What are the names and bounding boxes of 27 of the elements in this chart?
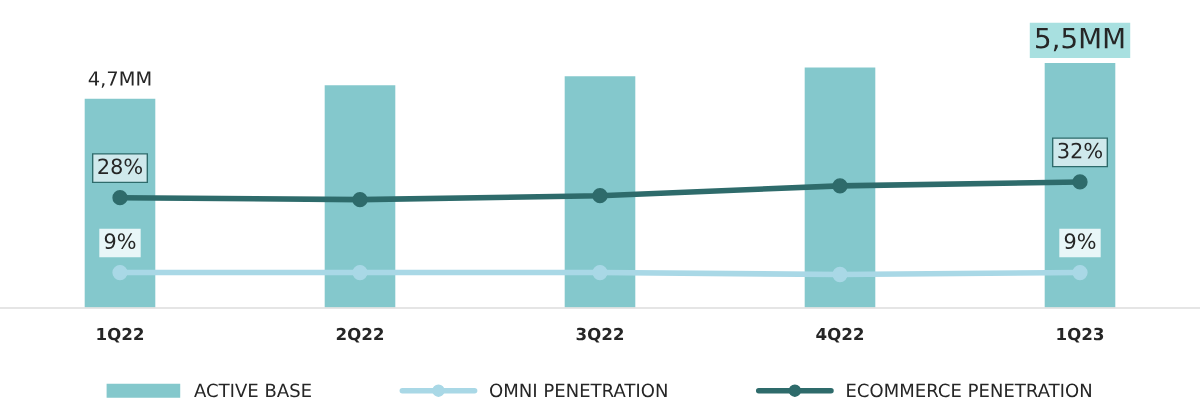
x-tick-label: 2Q22 bbox=[336, 327, 384, 343]
data-label: 9% bbox=[104, 233, 136, 250]
x-tick-label: 3Q22 bbox=[576, 327, 624, 343]
point bbox=[592, 264, 608, 281]
point bbox=[112, 264, 128, 281]
bar bbox=[563, 74, 637, 308]
x-tick-label: 4Q22 bbox=[816, 327, 864, 343]
data-label: 5,5MM bbox=[1036, 27, 1124, 52]
data-label: 9% bbox=[1064, 233, 1096, 250]
point bbox=[352, 264, 368, 281]
legend-label: OMNI PENETRATION bbox=[490, 383, 667, 398]
point bbox=[832, 178, 848, 194]
point bbox=[1072, 174, 1088, 190]
point bbox=[832, 266, 848, 283]
point bbox=[352, 192, 368, 208]
x-tick-label: 1Q23 bbox=[1057, 327, 1104, 343]
legend-label: ACTIVE BASE bbox=[194, 383, 311, 398]
bar bbox=[803, 66, 877, 308]
legend-label: ECOMMERCE PENETRATION bbox=[847, 383, 1091, 398]
point bbox=[592, 188, 608, 204]
data-label: 32% bbox=[1058, 142, 1102, 159]
bar bbox=[323, 83, 397, 308]
data-label: 4,7MM bbox=[88, 71, 151, 88]
data-label: 28% bbox=[98, 158, 142, 175]
x-tick-label: 1Q22 bbox=[97, 327, 144, 343]
point bbox=[112, 190, 128, 206]
point bbox=[1072, 264, 1088, 281]
